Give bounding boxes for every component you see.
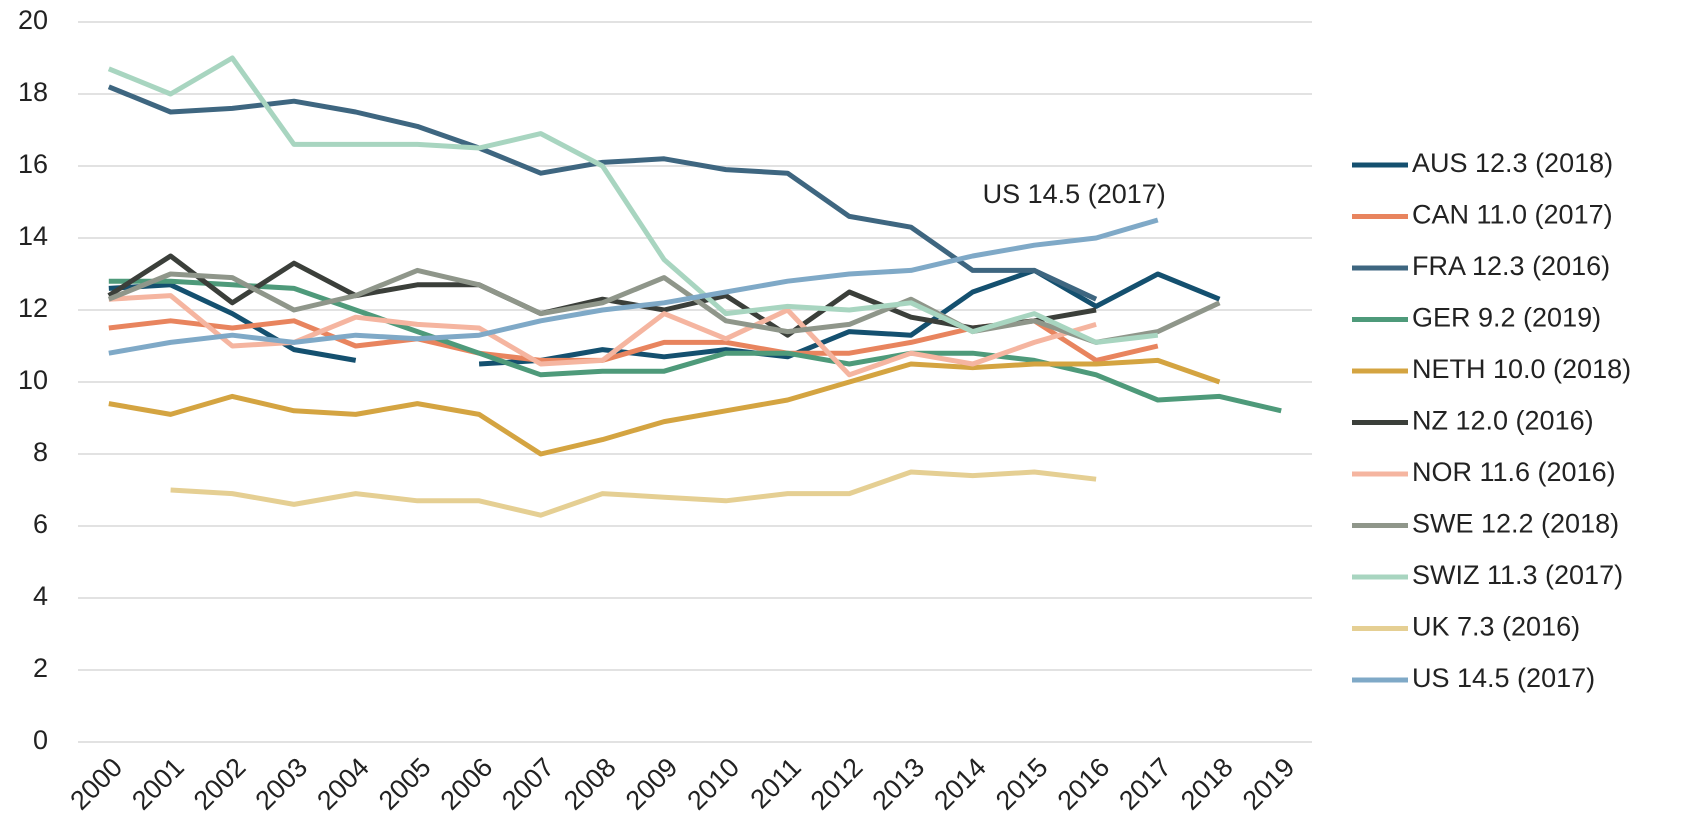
legend-item: NOR 11.6 (2016)	[1352, 457, 1616, 487]
y-tick-label: 14	[18, 221, 48, 251]
y-tick-label: 20	[18, 5, 48, 35]
series-line	[108, 217, 1159, 356]
legend-item: GER 9.2 (2019)	[1352, 303, 1601, 333]
x-tick-label: 2013	[867, 752, 931, 816]
legend-label: US 14.5 (2017)	[1412, 663, 1595, 693]
legend-item: UK 7.3 (2016)	[1352, 612, 1580, 642]
legend-label: NOR 11.6 (2016)	[1412, 457, 1616, 487]
legend-item: US 14.5 (2017)	[1352, 663, 1595, 693]
x-tick-label: 2005	[373, 752, 437, 816]
y-tick-label: 10	[18, 365, 48, 395]
legend-item: SWE 12.2 (2018)	[1352, 509, 1619, 539]
y-tick-label: 16	[18, 149, 48, 179]
legend-item: NZ 12.0 (2016)	[1352, 406, 1594, 436]
x-tick-label: 2006	[435, 752, 499, 816]
x-tick-label: 2007	[496, 752, 560, 816]
legend-label: SWIZ 11.3 (2017)	[1412, 560, 1623, 590]
y-tick-label: 0	[33, 725, 48, 755]
x-tick-label: 2001	[126, 752, 190, 816]
legend-label: SWE 12.2 (2018)	[1412, 509, 1619, 539]
series-line	[107, 55, 1159, 345]
legend-item: SWIZ 11.3 (2017)	[1352, 560, 1623, 590]
y-tick-label: 4	[33, 581, 48, 611]
x-tick-label: 2017	[1113, 752, 1177, 816]
x-tick-label: 2002	[188, 752, 252, 816]
legend-item: CAN 11.0 (2017)	[1352, 200, 1613, 230]
x-tick-label: 2016	[1052, 752, 1116, 816]
series-line	[108, 293, 1097, 378]
legend-label: GER 9.2 (2019)	[1412, 303, 1601, 333]
x-tick-label: 2003	[250, 752, 314, 816]
series-line	[108, 278, 1282, 414]
series-line	[108, 357, 1221, 457]
legend-item: NETH 10.0 (2018)	[1352, 354, 1631, 384]
x-tick-label: 2008	[558, 752, 622, 816]
annotation: US 14.5 (2017)	[983, 179, 1166, 209]
series-line	[107, 253, 1097, 338]
y-tick-label: 12	[18, 293, 48, 323]
x-tick-label: 2018	[1175, 752, 1239, 816]
legend-label: NETH 10.0 (2018)	[1412, 354, 1631, 384]
legend-label: UK 7.3 (2016)	[1412, 612, 1580, 642]
x-tick-label: 2012	[805, 752, 869, 816]
x-tick-label: 2011	[745, 752, 807, 814]
legend-label: NZ 12.0 (2016)	[1412, 406, 1594, 436]
y-tick-label: 2	[33, 653, 48, 683]
legend-label: FRA 12.3 (2016)	[1412, 251, 1610, 281]
series-line	[107, 84, 1098, 302]
x-tick-label: 2000	[64, 752, 128, 816]
legend-item: FRA 12.3 (2016)	[1352, 251, 1610, 281]
legend-label: AUS 12.3 (2018)	[1412, 148, 1613, 178]
x-tick-label: 2019	[1237, 752, 1301, 816]
x-tick-label: 2014	[928, 752, 992, 816]
y-tick-label: 18	[18, 77, 48, 107]
y-tick-label: 6	[33, 509, 48, 539]
x-tick-label: 2009	[620, 752, 684, 816]
x-tick-label: 2010	[681, 752, 745, 816]
series-line	[170, 469, 1097, 518]
series-line	[108, 267, 1221, 367]
y-tick-label: 8	[33, 437, 48, 467]
legend-item: AUS 12.3 (2018)	[1352, 148, 1613, 178]
series-line	[107, 267, 1221, 345]
legend-label: CAN 11.0 (2017)	[1412, 200, 1613, 230]
x-tick-label: 2004	[311, 752, 375, 816]
x-tick-label: 2015	[990, 752, 1054, 816]
